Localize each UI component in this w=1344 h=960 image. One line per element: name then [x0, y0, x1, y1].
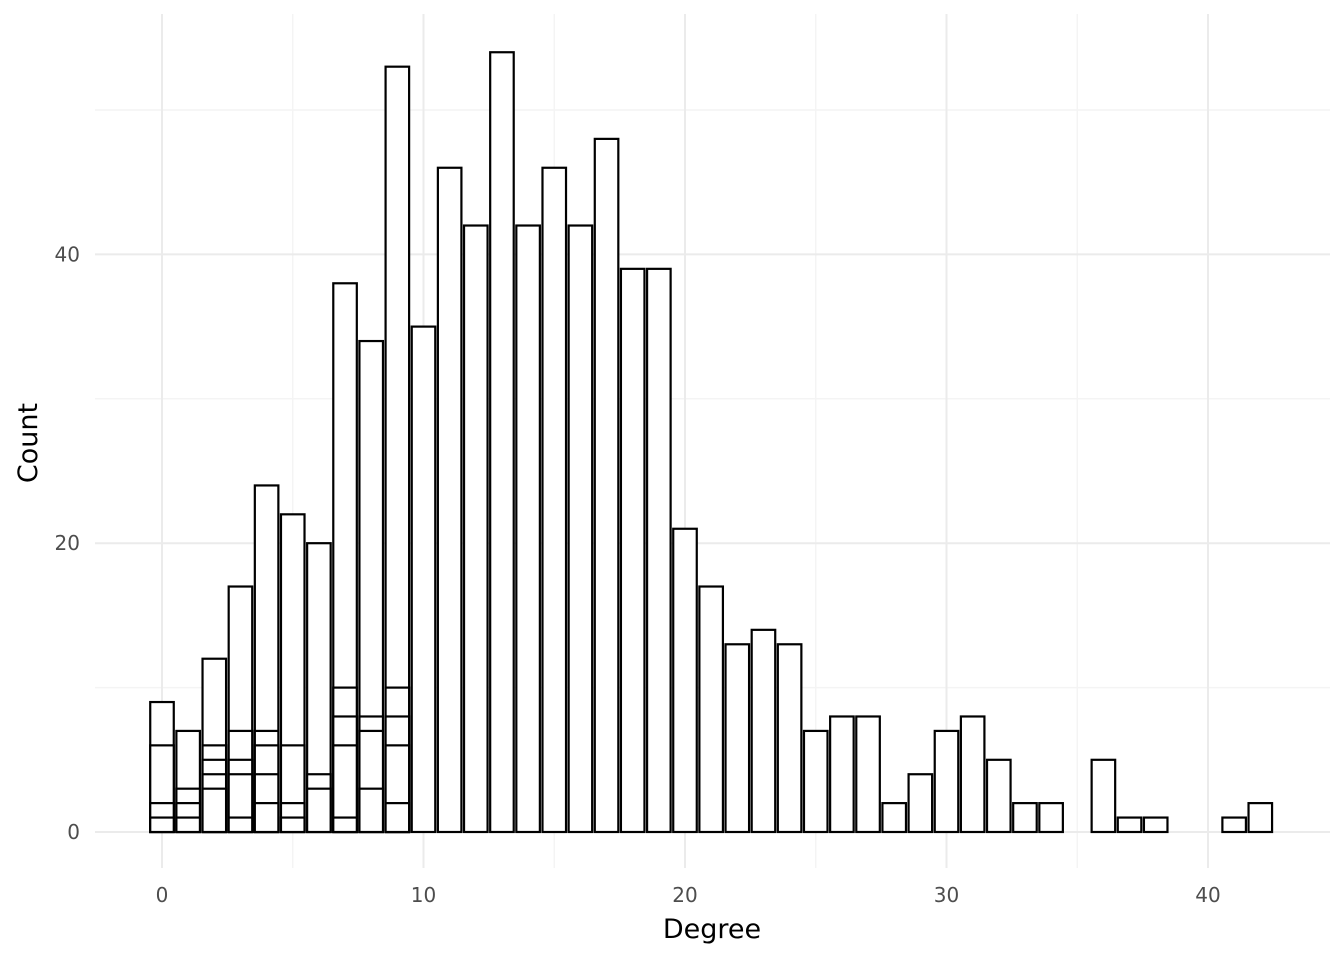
- bar-segment: [149, 816, 175, 834]
- bar-segment: [933, 729, 960, 834]
- histogram-bar: [1012, 802, 1038, 834]
- bar-segment: [776, 643, 803, 834]
- histogram-bar: [201, 657, 228, 834]
- bar-segment: [515, 224, 541, 834]
- y-axis-tick-labels: 0 20 40: [55, 242, 80, 844]
- bar-segment: [802, 729, 829, 834]
- histogram-bar: [672, 527, 698, 834]
- histogram-bar: [1116, 816, 1143, 834]
- bar-segment: [1090, 758, 1117, 834]
- bar-segment: [1038, 802, 1064, 834]
- x-tick-label: 0: [156, 883, 169, 907]
- x-tick-label: 40: [1195, 883, 1220, 907]
- bar-segment: [384, 802, 411, 834]
- bar-segment: [672, 527, 698, 834]
- bar-segment: [1012, 802, 1038, 834]
- histogram-bar: [1221, 816, 1248, 834]
- histogram-bar: [1142, 816, 1169, 834]
- bar-segment: [489, 51, 515, 834]
- x-axis-title: Degree: [663, 914, 761, 945]
- x-axis-tick-labels: 0 10 20 30 40: [156, 883, 1221, 907]
- histogram-bar: [1038, 802, 1064, 834]
- histogram-bar: [306, 542, 332, 834]
- x-tick-label: 10: [411, 883, 436, 907]
- bar-segment: [201, 787, 228, 834]
- bar-segment: [985, 758, 1012, 834]
- histogram-bar: [959, 715, 986, 834]
- bar-segment: [855, 715, 881, 834]
- bar-segment: [724, 643, 751, 834]
- x-tick-label: 30: [934, 883, 959, 907]
- histogram-bar: [253, 484, 280, 834]
- histogram-bar: [698, 585, 725, 834]
- bar-segment: [1142, 816, 1169, 834]
- histogram-bar: [855, 715, 881, 834]
- histogram-bar: [907, 773, 934, 834]
- histogram-bar: [724, 643, 751, 834]
- histogram-bar: [358, 339, 385, 834]
- histogram-bar: [489, 51, 515, 834]
- histogram-bar: [645, 267, 672, 834]
- bar-segment: [227, 816, 254, 834]
- bar-segment: [881, 802, 908, 834]
- histogram-bar: [985, 758, 1012, 834]
- bar-segment: [645, 267, 672, 834]
- y-tick-label: 40: [55, 242, 80, 266]
- bar-segment: [907, 773, 934, 834]
- histogram-bar: [332, 282, 358, 834]
- bar-segment: [1116, 816, 1143, 834]
- histogram-bars: [149, 51, 1274, 834]
- histogram-bar: [541, 166, 568, 834]
- histogram-bar: [1247, 802, 1274, 834]
- histogram-bar: [619, 267, 646, 834]
- bar-segment: [332, 816, 358, 834]
- bar-segment: [410, 325, 437, 834]
- bar-segment: [1247, 802, 1274, 834]
- histogram-bar: [436, 166, 463, 834]
- bar-segment: [1221, 816, 1248, 834]
- y-axis-title: Count: [13, 403, 44, 483]
- bar-segment: [279, 816, 306, 834]
- histogram-bar: [933, 729, 960, 834]
- bar-segment: [306, 787, 332, 834]
- histogram-bar: [881, 802, 908, 834]
- bar-segment: [698, 585, 725, 834]
- bar-segment: [829, 715, 855, 834]
- histogram-bar: [149, 700, 175, 834]
- bar-segment: [462, 224, 489, 834]
- histogram-bar: [593, 137, 620, 834]
- bar-segment: [175, 816, 202, 834]
- bar-segment: [959, 715, 986, 834]
- bar-segment: [750, 628, 777, 834]
- y-tick-label: 0: [67, 820, 80, 844]
- histogram-bar: [567, 224, 594, 834]
- bar-segment: [619, 267, 646, 834]
- bar-segment: [567, 224, 594, 834]
- bar-segment: [593, 137, 620, 834]
- histogram-bar: [227, 585, 254, 834]
- histogram-bar: [829, 715, 855, 834]
- bar-segment: [253, 802, 280, 834]
- histogram-bar: [279, 513, 306, 834]
- bar-segment: [358, 787, 385, 834]
- histogram-bar: [515, 224, 541, 834]
- histogram-bar: [175, 729, 202, 834]
- histogram-bar: [410, 325, 437, 834]
- histogram-bar: [1090, 758, 1117, 834]
- histogram-bar: [462, 224, 489, 834]
- histogram-bar: [802, 729, 829, 834]
- bar-segment: [436, 166, 463, 834]
- histogram-bar: [776, 643, 803, 834]
- bar-segment: [541, 166, 568, 834]
- histogram-bar: [750, 628, 777, 834]
- y-tick-label: 20: [55, 531, 80, 555]
- x-tick-label: 20: [672, 883, 697, 907]
- histogram-bar: [384, 65, 411, 834]
